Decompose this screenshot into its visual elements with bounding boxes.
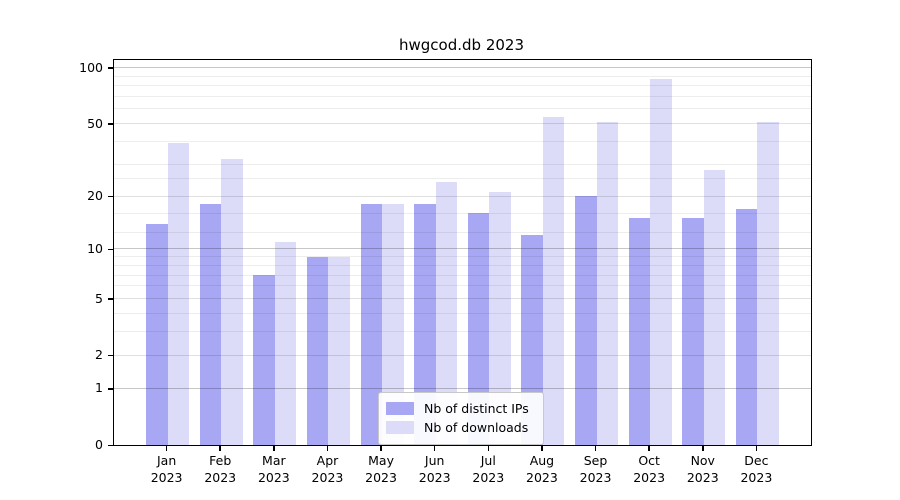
x-tick-year: 2023	[686, 470, 719, 485]
bar-downloads-aug	[542, 117, 565, 445]
bar-distinct-ips-jan	[146, 223, 168, 445]
x-tick-year: 2023	[526, 470, 558, 485]
bar-distinct-ips-dec	[735, 208, 758, 445]
legend-entry-distinct-ips: Nb of distinct IPs	[386, 399, 535, 418]
x-tick-year: 2023	[740, 470, 773, 485]
x-tick-year: 2023	[579, 470, 612, 485]
bar-downloads-jun	[435, 181, 458, 445]
x-tick-label-aug: Aug 2023	[510, 452, 574, 486]
y-tick-mark	[108, 248, 113, 251]
bar-downloads-sep	[596, 121, 619, 445]
x-tick-year: 2023	[150, 470, 183, 485]
y-tick-label-0: 0	[95, 437, 103, 452]
y-tick-mark	[108, 298, 113, 300]
x-tick-year: 2023	[472, 470, 505, 485]
bar-distinct-ips-nov	[682, 218, 704, 445]
x-tick-label-sep: Sep 2023	[564, 452, 628, 486]
bars-layer	[114, 60, 811, 445]
y-tick-label-5: 5	[95, 290, 103, 306]
y-tick-mark	[108, 67, 113, 69]
bar-downloads-oct	[650, 78, 672, 445]
legend-swatch-distinct-ips	[386, 402, 414, 415]
x-tick-mark	[219, 445, 221, 451]
x-tick-mark	[594, 445, 597, 451]
y-tick-mark	[108, 195, 113, 198]
legend-entry-downloads: Nb of downloads	[386, 418, 535, 437]
x-tick-label-nov: Nov 2023	[671, 452, 735, 486]
x-tick-mark	[487, 445, 490, 451]
bar-distinct-ips-may	[360, 204, 383, 445]
x-tick-mark	[380, 445, 382, 451]
x-tick-mark	[541, 445, 543, 451]
y-tick-label-100: 100	[79, 59, 103, 75]
x-tick-label-jul: Jul 2023	[456, 452, 520, 486]
legend: Nb of distinct IPs Nb of downloads	[378, 392, 544, 445]
x-tick-year: 2023	[633, 470, 666, 485]
legend-label-distinct-ips: Nb of distinct IPs	[424, 401, 529, 416]
bar-distinct-ips-feb	[199, 204, 222, 445]
y-tick-mark	[108, 354, 113, 357]
bar-downloads-mar	[274, 241, 297, 445]
x-tick-mark	[702, 445, 704, 451]
x-tick-mark	[165, 445, 168, 451]
bar-downloads-jan	[167, 143, 190, 445]
bar-downloads-nov	[703, 169, 726, 445]
y-tick-label-10: 10	[87, 240, 103, 256]
x-tick-year: 2023	[311, 470, 344, 485]
x-tick-mark	[755, 445, 758, 451]
bar-distinct-ips-sep	[575, 196, 597, 445]
x-tick-label-may: May 2023	[349, 452, 413, 486]
bar-distinct-ips-oct	[628, 218, 651, 445]
x-tick-label-apr: Apr 2023	[295, 452, 359, 486]
x-tick-mark	[433, 445, 436, 451]
x-tick-mark	[273, 445, 275, 451]
bar-downloads-apr	[328, 256, 350, 445]
y-tick-mark	[108, 444, 113, 447]
bar-downloads-jul	[489, 192, 511, 445]
chart-title: hwgcod.db 2023	[399, 36, 524, 54]
x-tick-label-jan: Jan 2023	[135, 452, 199, 486]
x-tick-label-jun: Jun 2023	[403, 452, 467, 486]
x-tick-label-feb: Feb 2023	[188, 452, 252, 486]
y-tick-mark	[108, 123, 113, 125]
bar-downloads-may	[382, 204, 404, 445]
y-tick-label-50: 50	[87, 115, 103, 131]
x-tick-year: 2023	[204, 470, 237, 485]
bar-distinct-ips-mar	[253, 275, 275, 445]
x-tick-year: 2023	[257, 470, 290, 485]
bar-distinct-ips-apr	[306, 256, 329, 445]
y-tick-mark	[108, 388, 113, 390]
bar-downloads-feb	[221, 159, 243, 445]
x-tick-label-oct: Oct 2023	[617, 452, 681, 486]
x-tick-mark	[648, 445, 650, 451]
x-tick-label-mar: Mar 2023	[242, 452, 306, 486]
y-tick-label-20: 20	[87, 188, 103, 204]
bar-downloads-dec	[757, 121, 779, 445]
legend-label-downloads: Nb of downloads	[424, 420, 529, 435]
y-tick-label-1: 1	[95, 380, 103, 396]
x-tick-mark	[326, 445, 329, 451]
legend-swatch-downloads	[386, 421, 414, 434]
plot-area	[113, 59, 812, 446]
x-tick-year: 2023	[365, 470, 397, 485]
x-tick-year: 2023	[418, 470, 451, 485]
y-tick-label-2: 2	[95, 347, 103, 363]
bar-distinct-ips-jul	[467, 213, 490, 445]
x-tick-label-dec: Dec 2023	[724, 452, 788, 486]
bar-distinct-ips-jun	[414, 204, 436, 445]
